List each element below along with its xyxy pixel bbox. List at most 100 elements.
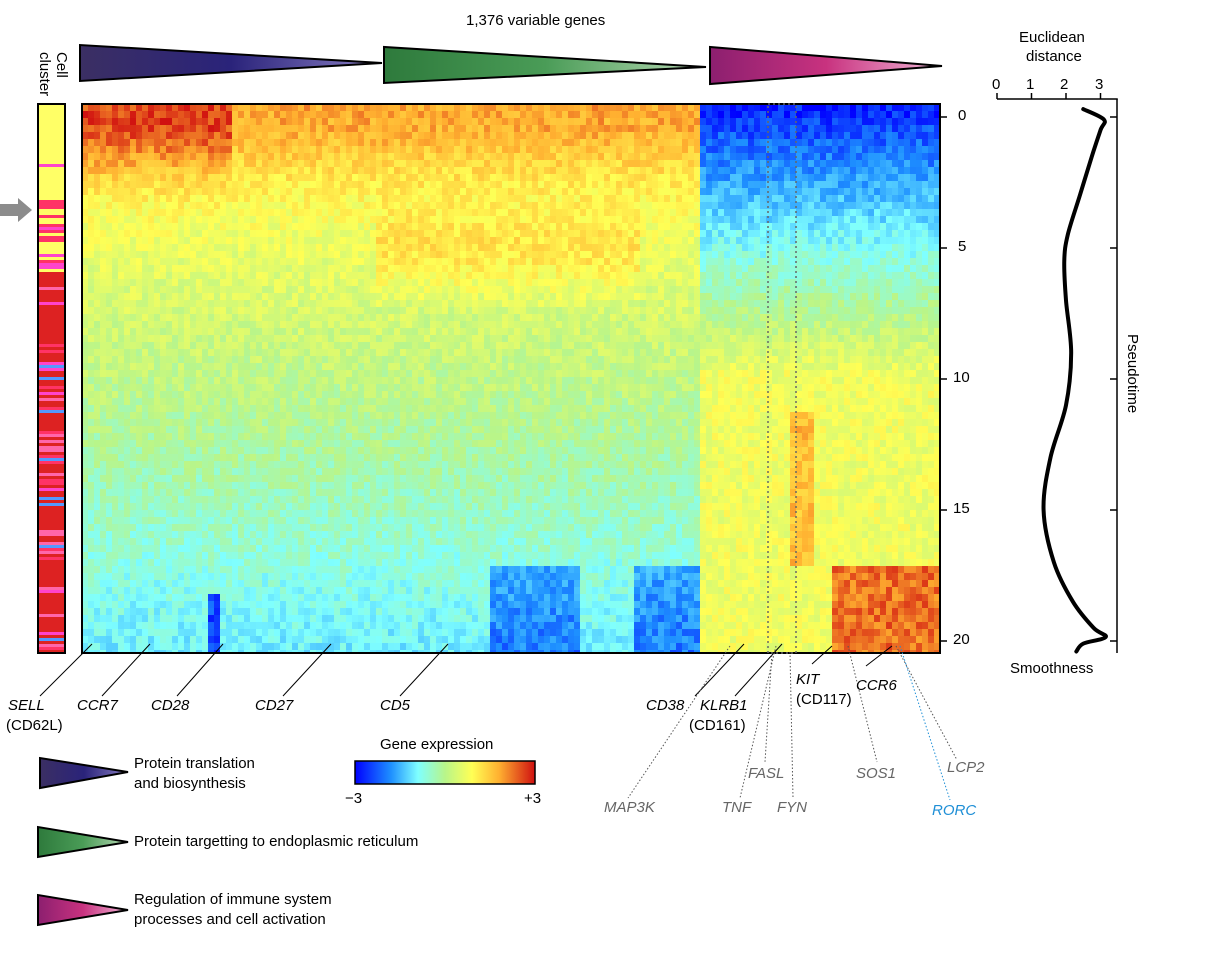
heatmap-cell	[244, 503, 251, 511]
heatmap-cell	[208, 391, 215, 399]
heatmap-cell	[184, 209, 191, 217]
heatmap-cell	[238, 139, 245, 147]
heatmap-cell	[430, 258, 437, 266]
heatmap-cell	[364, 104, 371, 112]
heatmap-cell	[160, 167, 167, 175]
heatmap-cell	[358, 209, 365, 217]
heatmap-cell	[232, 391, 239, 399]
heatmap-cell	[244, 643, 251, 651]
heatmap-cell	[304, 489, 311, 497]
heatmap-cell	[436, 244, 443, 252]
heatmap-cell	[202, 314, 209, 322]
heatmap-cell	[268, 391, 275, 399]
heatmap-cell	[358, 370, 365, 378]
heatmap-cell	[376, 510, 383, 518]
heatmap-cell	[340, 104, 347, 112]
heatmap-cell	[358, 349, 365, 357]
heatmap-cell	[112, 139, 119, 147]
heatmap-cell	[178, 209, 185, 217]
heatmap-cell	[88, 244, 95, 252]
heatmap-cell	[262, 356, 269, 364]
heatmap-cell	[166, 272, 173, 280]
heatmap-cell	[130, 650, 137, 653]
heatmap-cell	[262, 272, 269, 280]
heatmap-cell	[244, 384, 251, 392]
heatmap-cell	[442, 510, 449, 518]
heatmap-cell	[310, 195, 317, 203]
heatmap-cell	[322, 587, 329, 595]
heatmap-cell	[118, 489, 125, 497]
heatmap-cell	[238, 202, 245, 210]
heatmap-cell	[148, 426, 155, 434]
heatmap-cell	[304, 643, 311, 651]
heatmap-cell	[436, 251, 443, 259]
heatmap-cell	[424, 510, 431, 518]
heatmap-cell	[412, 622, 419, 630]
heatmap-cell	[118, 139, 125, 147]
heatmap-cell	[382, 167, 389, 175]
heatmap-cell	[178, 573, 185, 581]
heatmap-cell	[178, 545, 185, 553]
heatmap-cell	[310, 251, 317, 259]
heatmap-cell	[226, 181, 233, 189]
heatmap-cell	[382, 237, 389, 245]
heatmap-cell	[406, 482, 413, 490]
heatmap-cell	[340, 650, 347, 653]
heatmap-cell	[214, 349, 221, 357]
heatmap-cell	[106, 650, 113, 653]
heatmap-cell	[202, 125, 209, 133]
heatmap-cell	[412, 503, 419, 511]
heatmap-cell	[328, 426, 335, 434]
heatmap-cell	[274, 573, 281, 581]
heatmap-cell	[202, 517, 209, 525]
heatmap-cell	[268, 552, 275, 560]
heatmap-cell	[376, 237, 383, 245]
heatmap-cell	[220, 594, 227, 602]
heatmap-cell	[382, 188, 389, 196]
heatmap-cell	[262, 160, 269, 168]
heatmap-cell	[190, 636, 197, 644]
heatmap-cell	[418, 468, 425, 476]
cluster-stripe	[38, 440, 65, 444]
cluster-stripe	[38, 284, 65, 288]
cluster-stripe	[38, 176, 65, 180]
heatmap-cell	[118, 349, 125, 357]
cluster-stripe	[38, 518, 65, 522]
heatmap-cell	[172, 510, 179, 518]
heatmap-cell	[220, 419, 227, 427]
heatmap-cell	[154, 167, 161, 175]
heatmap-cell	[88, 167, 95, 175]
heatmap-cell	[208, 153, 215, 161]
heatmap-cell	[94, 314, 101, 322]
heatmap-cell	[400, 188, 407, 196]
heatmap-cell	[322, 489, 329, 497]
cluster-stripe	[38, 239, 65, 243]
heatmap-cell	[82, 237, 89, 245]
heatmap-cell	[106, 377, 113, 385]
heatmap-cell	[430, 181, 437, 189]
heatmap-cell	[256, 426, 263, 434]
heatmap-cell	[310, 503, 317, 511]
heatmap-cell	[400, 181, 407, 189]
heatmap-cell	[250, 468, 257, 476]
cluster-stripe	[38, 158, 65, 162]
heatmap-cell	[238, 251, 245, 259]
heatmap-cell	[358, 216, 365, 224]
heatmap-cell	[256, 160, 263, 168]
heatmap-cell	[262, 209, 269, 217]
heatmap-cell	[142, 594, 149, 602]
heatmap-cell	[382, 440, 389, 448]
cluster-stripe	[38, 446, 65, 450]
heatmap-cell	[160, 118, 167, 126]
heatmap-cell	[394, 552, 401, 560]
heatmap-cell	[340, 412, 347, 420]
heatmap-cell	[430, 195, 437, 203]
heatmap-cell	[208, 517, 215, 525]
heatmap-cell	[220, 265, 227, 273]
heatmap-cell	[424, 342, 431, 350]
heatmap-cell	[136, 559, 143, 567]
heatmap-cell	[280, 524, 287, 532]
heatmap-cell	[418, 482, 425, 490]
heatmap-cell	[394, 629, 401, 637]
heatmap-cell	[328, 482, 335, 490]
